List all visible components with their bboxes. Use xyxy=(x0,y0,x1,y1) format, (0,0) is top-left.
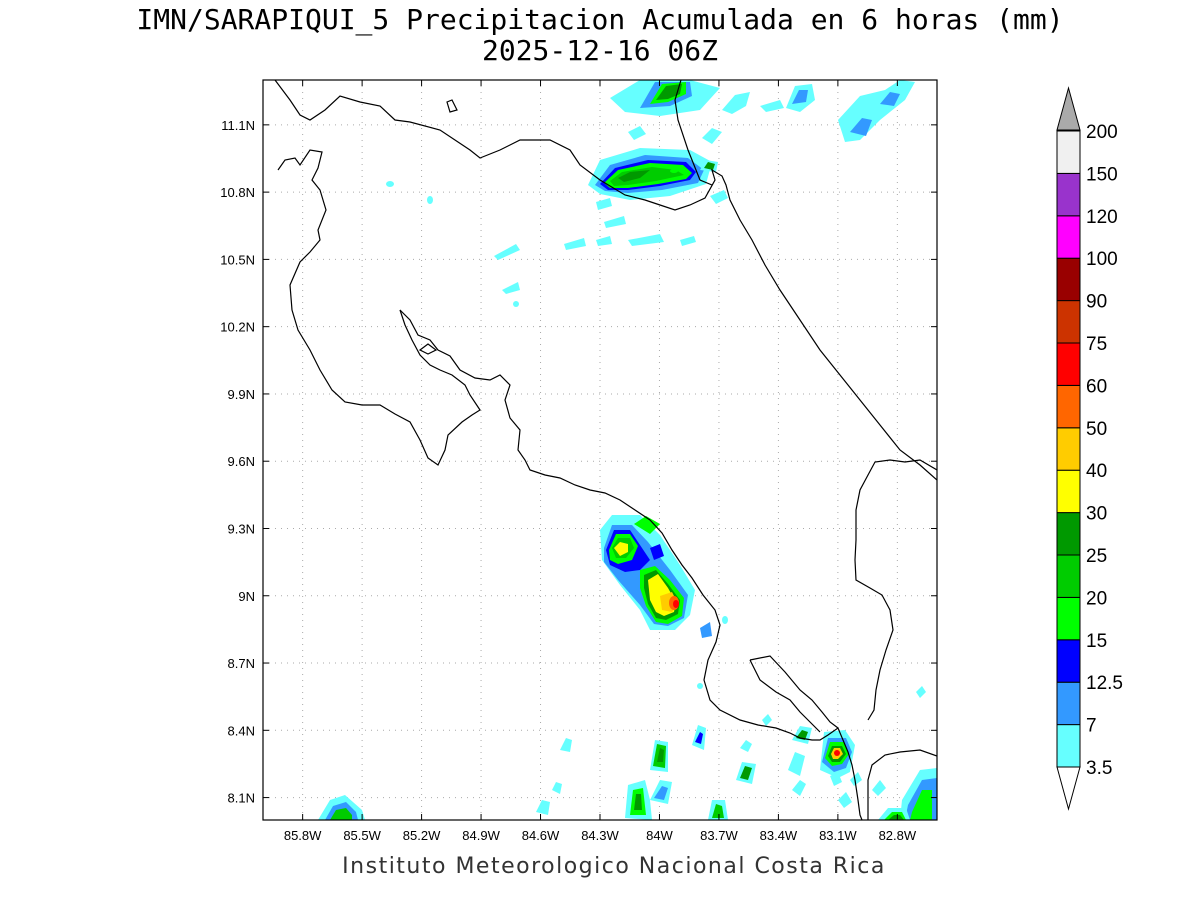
colorbar-label: 75 xyxy=(1086,334,1107,355)
colorbar-label: 60 xyxy=(1086,376,1107,397)
colorbar-swatch xyxy=(1056,300,1081,344)
colorbar-label: 120 xyxy=(1086,207,1118,228)
x-tick-label: 85.8W xyxy=(284,828,322,843)
colorbar-swatch xyxy=(1056,596,1081,641)
y-tick-label: 10.5N xyxy=(220,252,255,267)
footer-credit: Instituto Meteorologico Nacional Costa R… xyxy=(342,854,886,879)
y-tick-label: 8.1N xyxy=(228,791,255,806)
precip-field xyxy=(274,80,937,820)
precip-cluster-central xyxy=(600,515,728,689)
colorbar-swatch xyxy=(1056,257,1081,302)
colorbar-label: 90 xyxy=(1086,292,1107,313)
y-tick-label: 9.3N xyxy=(228,521,255,536)
colorbar-swatch xyxy=(1056,427,1081,471)
colorbar: 3.5 7 12.5 15 20 25 30 40 50 60 75 90 100 120 150 200 xyxy=(1056,86,1123,811)
map-datetime: 2025-12-16 06Z xyxy=(481,34,718,67)
y-axis: 11.1N 10.8N 10.5N 10.2N 9.9N 9.6N 9.3N 9N 8.7N 8.… xyxy=(220,118,937,806)
precip-cluster-north xyxy=(386,80,915,307)
y-tick-label: 8.7N xyxy=(228,656,255,671)
colorbar-swatch xyxy=(1056,554,1081,598)
colorbar-swatch xyxy=(1056,215,1081,259)
colorbar-swatch xyxy=(1056,512,1081,556)
x-tick-label: 84.9W xyxy=(462,828,500,843)
colorbar-label: 150 xyxy=(1086,164,1118,185)
coastlines xyxy=(274,80,937,820)
colorbar-min-arrow xyxy=(1056,766,1081,811)
x-tick-label: 84.3W xyxy=(581,828,619,843)
x-tick-label: 85.2W xyxy=(403,828,441,843)
y-tick-label: 8.4N xyxy=(228,723,255,738)
colorbar-label: 12.5 xyxy=(1086,673,1123,694)
colorbar-swatch xyxy=(1056,724,1081,768)
colorbar-label: 30 xyxy=(1086,504,1107,525)
colorbar-label: 20 xyxy=(1086,588,1107,609)
x-axis: 85.8W 85.5W 85.2W 84.9W 84.6W 84.3W 84W 83.7W 83… xyxy=(284,80,917,843)
y-tick-label: 9.6N xyxy=(228,454,255,469)
y-tick-label: 9N xyxy=(238,589,255,604)
y-tick-label: 9.9N xyxy=(228,387,255,402)
colorbar-label: 200 xyxy=(1086,122,1118,143)
colorbar-swatch xyxy=(1056,130,1081,174)
colorbar-label: 3.5 xyxy=(1086,758,1112,779)
y-tick-label: 11.1N xyxy=(221,118,255,133)
x-tick-label: 84W xyxy=(646,828,673,843)
colorbar-swatch xyxy=(1056,172,1081,217)
y-tick-label: 10.8N xyxy=(220,185,255,200)
colorbar-label: 15 xyxy=(1086,631,1107,652)
colorbar-swatch xyxy=(1056,681,1081,726)
y-tick-label: 10.2N xyxy=(220,320,255,335)
precip-cluster-south xyxy=(318,686,937,820)
colorbar-label: 100 xyxy=(1086,249,1118,270)
x-tick-label: 83.7W xyxy=(700,828,738,843)
colorbar-label: 40 xyxy=(1086,461,1107,482)
x-tick-label: 83.1W xyxy=(819,828,857,843)
colorbar-label: 25 xyxy=(1086,546,1107,567)
colorbar-max-arrow xyxy=(1056,86,1081,131)
colorbar-swatch xyxy=(1056,384,1081,429)
colorbar-swatch xyxy=(1056,342,1081,386)
x-tick-label: 84.6W xyxy=(522,828,560,843)
x-tick-label: 83.4W xyxy=(760,828,798,843)
x-tick-label: 85.5W xyxy=(343,828,381,843)
colorbar-label: 7 xyxy=(1086,716,1097,737)
colorbar-swatch xyxy=(1056,469,1081,514)
colorbar-label: 50 xyxy=(1086,419,1107,440)
x-tick-label: 82.8W xyxy=(879,828,917,843)
map-title: IMN/SARAPIQUI_5 Precipitacion Acumulada … xyxy=(136,3,1064,36)
colorbar-swatch xyxy=(1056,639,1081,683)
